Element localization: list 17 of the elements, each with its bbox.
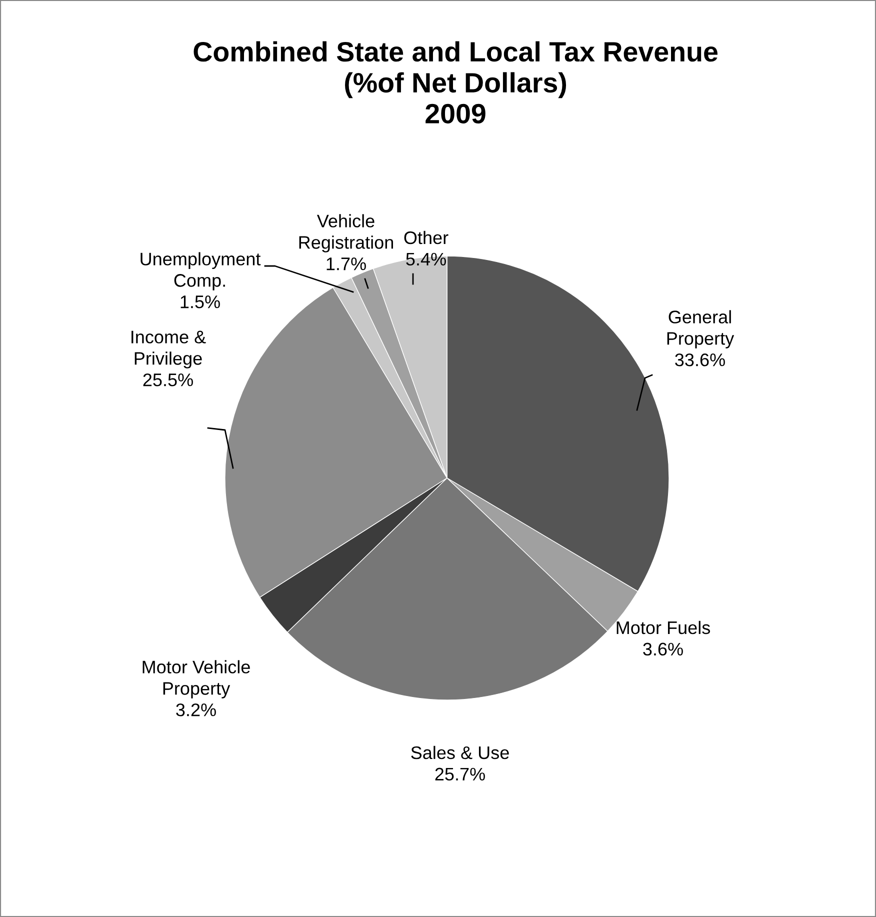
chart-title: Combined State and Local Tax Revenue (%of Net Dollars) 2009: [194, 41, 718, 124]
slice-label: Income & Privilege: [132, 330, 206, 368]
data-label: 25.7%: [435, 768, 485, 781]
data-label: 33.6%: [675, 353, 725, 366]
data-label: 25.5%: [143, 373, 193, 386]
slice-label: Unemployment Comp.: [140, 252, 261, 290]
data-label: 3.6%: [643, 642, 683, 656]
slice-label: Sales & Use: [411, 746, 509, 760]
data-label: 3.2%: [176, 703, 216, 716]
slice-label: Motor Fuels: [616, 620, 710, 634]
data-label: 5.4%: [406, 252, 446, 266]
slice-label: General Property: [667, 310, 734, 348]
data-label: 1.7%: [326, 258, 366, 270]
data-label: 1.5%: [180, 296, 220, 308]
slice-label: Vehicle Registration: [299, 214, 394, 252]
slice-label: Motor Vehicle Property: [142, 660, 250, 698]
slice-label: Other: [404, 230, 448, 244]
